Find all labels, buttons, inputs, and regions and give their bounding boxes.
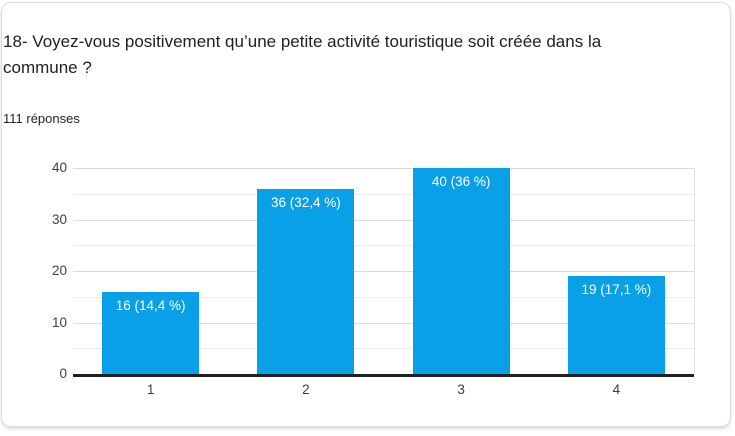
bar-category-4: 19 (17,1 %) [567, 276, 665, 374]
minor-gridline [73, 348, 694, 350]
question-title: 18- Voyez-vous positivement qu’une petit… [3, 32, 602, 77]
bar-value-label: 36 (32,4 %) [270, 194, 341, 210]
major-gridline [73, 322, 694, 324]
bar-category-3: 40 (36 %) [412, 168, 510, 374]
x-axis-baseline [73, 374, 694, 377]
major-gridline [73, 168, 694, 169]
bar-value-label: 19 (17,1 %) [581, 282, 652, 298]
bar-category-2: 36 (32,4 %) [257, 188, 355, 374]
minor-gridline [73, 193, 694, 195]
minor-gridline [73, 245, 694, 247]
bar-category-1: 16 (14,4 %) [102, 291, 200, 374]
question-result-card: 18- Voyez-vous positivement qu’une petit… [1, 2, 731, 427]
responses-count: 111 réponses [3, 111, 80, 126]
x-axis-tick-label: 1 [146, 382, 155, 397]
y-axis-tick-label: 30 [51, 211, 67, 227]
bar-value-label: 16 (14,4 %) [115, 297, 186, 313]
y-axis-tick-label: 10 [51, 314, 67, 330]
x-axis-tick-label: 4 [612, 382, 621, 397]
bar-value-label: 40 (36 %) [431, 174, 491, 189]
major-gridline [73, 271, 694, 272]
y-axis-tick-label: 0 [59, 366, 67, 381]
y-axis-tick-label: 40 [51, 160, 67, 175]
x-axis-tick-label: 3 [457, 382, 465, 397]
minor-gridline [73, 296, 694, 298]
x-axis-tick-label: 2 [302, 382, 310, 397]
bar-chart: 16 (14,4 %) 36 (32,4 %) 40 (36 %) 19 (17,1 … [52, 160, 695, 397]
major-gridline [73, 219, 694, 221]
y-axis-tick-label: 20 [51, 263, 67, 278]
